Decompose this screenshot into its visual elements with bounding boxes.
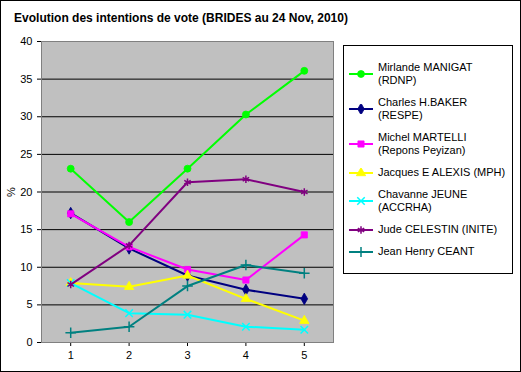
svg-text:2: 2 [126, 349, 132, 361]
svg-text:3: 3 [184, 349, 190, 361]
html-text:Charles H.BAKER (RESPE): Charles H.BAKER (RESPE) [378, 96, 468, 121]
html-text:Chavanne JEUNE (ACCRHA): Chavanne JEUNE (ACCRHA) [378, 188, 468, 213]
html-text:Evolution des intentions de vo: Evolution des intentions de vote (BRIDES… [14, 11, 348, 25]
svg-text:20: 20 [20, 186, 32, 198]
svg-text:0: 0 [26, 336, 32, 348]
html-text:Jean Henry CEANT: Jean Henry CEANT [378, 245, 475, 257]
svg-text:%: % [5, 187, 17, 197]
svg-text:25: 25 [20, 148, 32, 160]
svg-text:15: 15 [20, 223, 32, 235]
html-text:Jude CELESTIN (INITE): Jude CELESTIN (INITE) [378, 223, 498, 235]
svg-text:4: 4 [243, 349, 249, 361]
svg-text:5: 5 [301, 349, 307, 361]
svg-text:10: 10 [20, 261, 32, 273]
svg-text:35: 35 [20, 73, 32, 85]
svg-text:1: 1 [68, 349, 74, 361]
html-text:Jacques E ALEXIS (MPH): Jacques E ALEXIS (MPH) [378, 166, 506, 178]
html-text:Michel MARTELLI (Repons Peyiza: Michel MARTELLI (Repons Peyizan) [378, 131, 467, 156]
html-text:Mirlande MANIGAT (RDNP): Mirlande MANIGAT (RDNP) [378, 61, 473, 86]
svg-text:30: 30 [20, 110, 32, 122]
svg-text:40: 40 [20, 35, 32, 47]
svg-text:5: 5 [26, 298, 32, 310]
